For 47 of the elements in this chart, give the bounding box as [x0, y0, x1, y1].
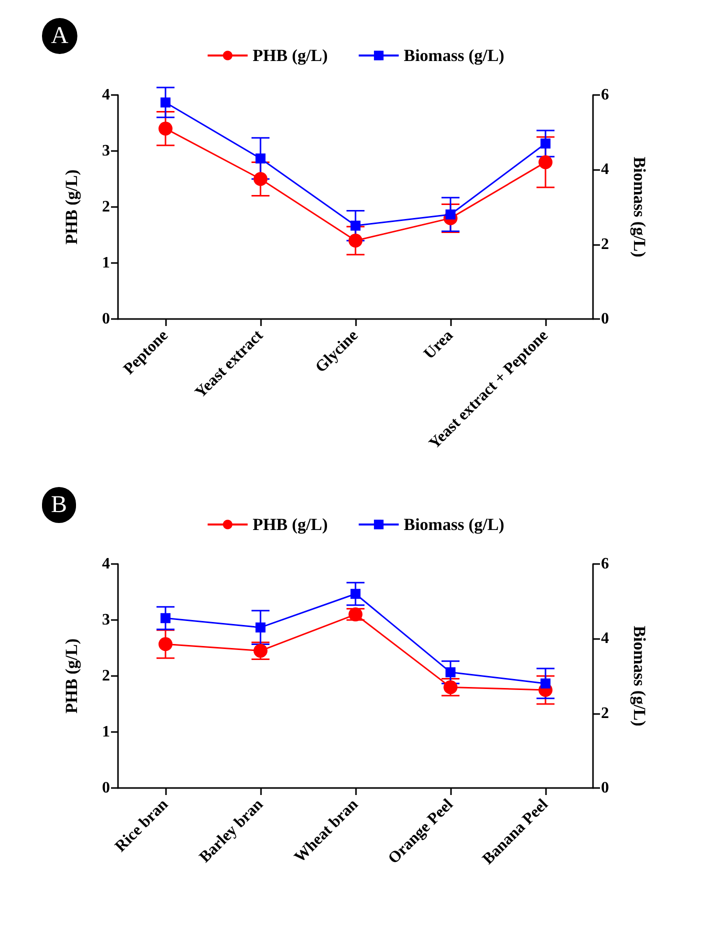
- y2-tick-label: 2: [601, 236, 609, 253]
- point: [256, 622, 266, 632]
- y-tick-label: 4: [102, 86, 110, 104]
- x-tick-label: Rice bran: [112, 796, 172, 856]
- point: [446, 667, 456, 678]
- y-tick-label: 2: [102, 198, 110, 216]
- legend-label: PHB (g/L): [252, 515, 328, 534]
- chart-title: A: [51, 23, 69, 49]
- chart-title: B: [51, 492, 68, 518]
- point: [350, 588, 360, 599]
- y2-tick-label: 4: [601, 630, 609, 648]
- y2-axis-title: Biomass (g/L): [630, 156, 649, 258]
- y-tick-label: 3: [102, 612, 110, 628]
- point: [540, 678, 550, 688]
- point: [254, 644, 268, 658]
- y2-tick-label: 6: [601, 556, 609, 572]
- point: [348, 234, 362, 248]
- y2-tick-label: 4: [601, 161, 609, 178]
- legend-label: Biomass (g/L): [404, 515, 504, 534]
- y2-tick-label: 0: [601, 780, 609, 796]
- point: [160, 97, 170, 108]
- y2-axis-title: Biomass (g/L): [630, 626, 649, 726]
- y2-tick-label: 6: [601, 86, 609, 104]
- y2-tick-label: 2: [601, 704, 609, 722]
- y-tick-label: 3: [102, 142, 110, 160]
- y-axis-title: PHB (g/L): [62, 169, 81, 245]
- y-tick-label: 0: [102, 780, 110, 796]
- y2-tick-label: 0: [601, 310, 609, 328]
- x-tick-label: Urea: [420, 326, 457, 363]
- point: [350, 220, 360, 231]
- y-tick-label: 1: [102, 724, 110, 740]
- y-tick-label: 0: [102, 310, 110, 328]
- y-tick-label: 4: [102, 556, 110, 572]
- point: [348, 607, 362, 622]
- point: [538, 155, 552, 170]
- y-axis-title: PHB (g/L): [62, 638, 81, 714]
- point: [160, 613, 170, 624]
- point: [158, 122, 172, 136]
- legend-label: Biomass (g/L): [404, 46, 504, 65]
- point: [158, 637, 172, 652]
- point: [256, 153, 266, 164]
- point: [540, 138, 550, 149]
- y-tick-label: 2: [102, 668, 110, 684]
- point: [444, 680, 458, 694]
- y-tick-label: 1: [102, 254, 110, 272]
- legend-label: PHB (g/L): [252, 46, 328, 65]
- point: [254, 172, 268, 186]
